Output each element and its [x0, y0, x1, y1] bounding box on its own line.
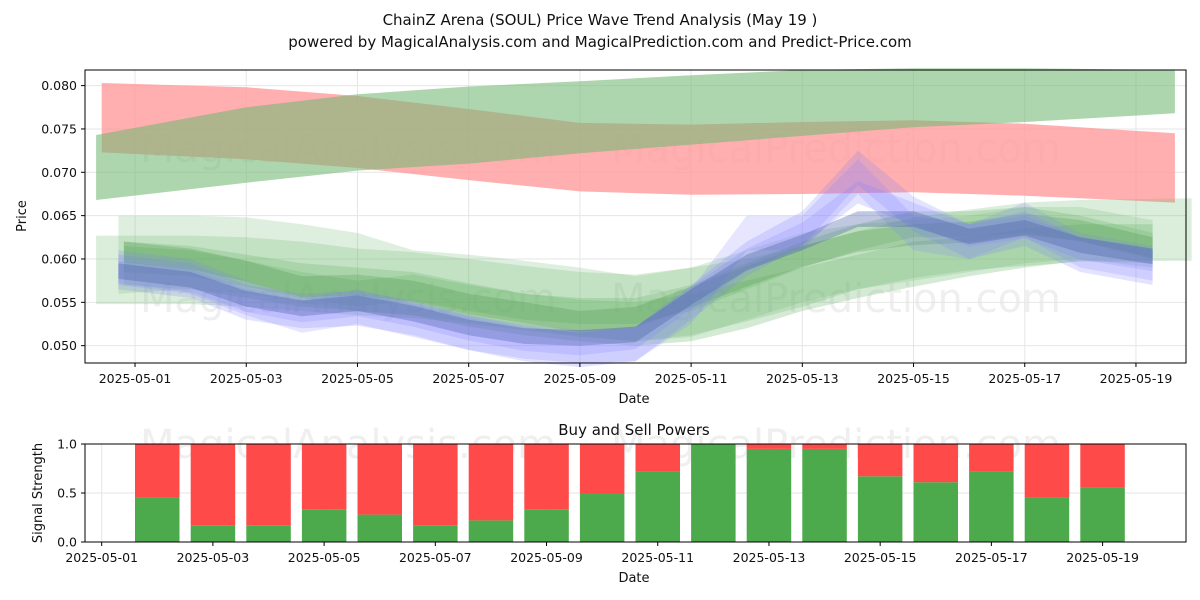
buy-bar [524, 509, 569, 542]
bottom-y-tick-label: 0.0 [57, 535, 77, 550]
chart-title: ChainZ Arena (SOUL) Price Wave Trend Ana… [383, 11, 818, 29]
bottom-y-tick-label: 1.0 [57, 437, 77, 452]
buy-bar [746, 448, 792, 542]
bottom-x-ticks: 2025-05-01 2025-05-03 2025-05-05 2025-05-07… [65, 542, 1139, 565]
bottom-x-tick-label: 2025-05-09 [510, 550, 583, 565]
buy-bar [357, 514, 402, 542]
sell-bar [635, 444, 680, 472]
bottom-y-tick-label: 0.5 [57, 486, 77, 501]
top-x-axis-label: Date [618, 392, 649, 407]
bottom-y-ticks: 0.0 0.5 1.0 [57, 437, 85, 550]
top-y-tick-label: 0.060 [41, 251, 77, 266]
bottom-x-tick-label: 2025-05-19 [1066, 550, 1139, 565]
sell-bar [746, 444, 792, 449]
sell-bar [413, 444, 458, 526]
sell-bar [1024, 444, 1070, 498]
sell-bar [913, 444, 958, 483]
top-y-ticks: 0.050 0.055 0.060 0.065 0.070 0.075 0.080 [41, 78, 85, 353]
top-y-tick-label: 0.075 [41, 121, 77, 136]
wave-band-10 [118, 181, 1153, 356]
sell-bar [802, 444, 847, 449]
top-x-tick-label: 2025-05-13 [766, 371, 839, 386]
buy-bar [802, 448, 847, 542]
buy-bar [1080, 487, 1125, 542]
top-x-ticks: 2025-05-01 2025-05-03 2025-05-05 2025-05-07… [99, 363, 1173, 386]
top-x-tick-label: 2025-05-15 [877, 371, 950, 386]
buy-bar [135, 497, 180, 542]
buy-sell-panel: Buy and Sell Powers MagicalAnalysis.com … [31, 421, 1187, 586]
top-y-tick-label: 0.055 [41, 295, 77, 310]
sell-bar [246, 444, 291, 526]
sell-bar [969, 444, 1014, 472]
top-y-tick-label: 0.050 [41, 338, 77, 353]
sell-bar [135, 444, 180, 498]
buy-bar [413, 525, 458, 542]
buy-bar [579, 493, 625, 542]
buy-bar [301, 509, 347, 542]
top-x-tick-label: 2025-05-07 [432, 371, 505, 386]
buy-bar [635, 471, 680, 542]
sell-bar [357, 444, 402, 515]
bottom-x-tick-label: 2025-05-03 [177, 550, 250, 565]
wave-band-2 [96, 68, 1175, 200]
top-y-tick-label: 0.080 [41, 78, 77, 93]
bottom-x-tick-label: 2025-05-17 [955, 550, 1028, 565]
wave-band-8 [118, 159, 1153, 363]
sell-bar [468, 444, 514, 521]
sell-bar [190, 444, 236, 526]
wave-band-3 [118, 207, 1153, 342]
buy-bar [1024, 497, 1070, 542]
top-x-tick-label: 2025-05-19 [1100, 371, 1173, 386]
top-x-tick-label: 2025-05-17 [988, 371, 1061, 386]
wave-band-11 [118, 211, 1153, 346]
top-x-tick-label: 2025-05-03 [210, 371, 283, 386]
wave-band-7 [123, 213, 1153, 332]
chart-subtitle: powered by MagicalAnalysis.com and Magic… [288, 33, 912, 51]
bottom-chart-title: Buy and Sell Powers [558, 421, 710, 439]
watermark-analysis-mid: MagicalAnalysis.com [140, 276, 556, 322]
bottom-x-tick-label: 2025-05-13 [733, 550, 806, 565]
bottom-x-axis-label: Date [618, 571, 649, 586]
top-x-tick-label: 2025-05-11 [655, 371, 728, 386]
buy-bar [246, 525, 291, 542]
sell-bar [857, 444, 903, 477]
wave-bands [96, 68, 1192, 368]
buy-bar [913, 482, 958, 542]
buy-sell-bars [135, 444, 1125, 542]
sell-bar [579, 444, 625, 493]
wave-band-4 [96, 198, 1192, 342]
top-y-axis-label: Price [15, 200, 30, 232]
bottom-y-axis-label: Signal Strength [31, 443, 46, 543]
watermark-prediction-mid: MagicalPrediction.com [611, 276, 1061, 322]
bottom-x-tick-label: 2025-05-01 [65, 550, 138, 565]
bottom-x-tick-label: 2025-05-05 [288, 550, 361, 565]
bottom-x-tick-label: 2025-05-07 [399, 550, 472, 565]
wave-band-5 [123, 224, 1153, 346]
wave-band-6 [123, 207, 1153, 324]
top-y-tick-label: 0.070 [41, 165, 77, 180]
sell-bar [301, 444, 347, 510]
buy-bar [969, 471, 1014, 542]
top-x-tick-label: 2025-05-09 [544, 371, 617, 386]
bottom-x-tick-label: 2025-05-15 [844, 550, 917, 565]
buy-bar [190, 525, 236, 542]
sell-bar [524, 444, 569, 510]
buy-bar [857, 476, 903, 542]
wave-band-9 [118, 150, 1153, 368]
buy-bar [691, 444, 736, 542]
bottom-x-tick-label: 2025-05-11 [621, 550, 694, 565]
top-plot-frame [84, 69, 1187, 364]
buy-bar [468, 520, 514, 542]
top-y-tick-label: 0.065 [41, 208, 77, 223]
top-x-tick-label: 2025-05-05 [321, 371, 394, 386]
sell-bar [1080, 444, 1125, 488]
top-x-tick-label: 2025-05-01 [99, 371, 172, 386]
price-wave-panel: MagicalAnalysis.com MagicalPrediction.co… [15, 68, 1192, 407]
